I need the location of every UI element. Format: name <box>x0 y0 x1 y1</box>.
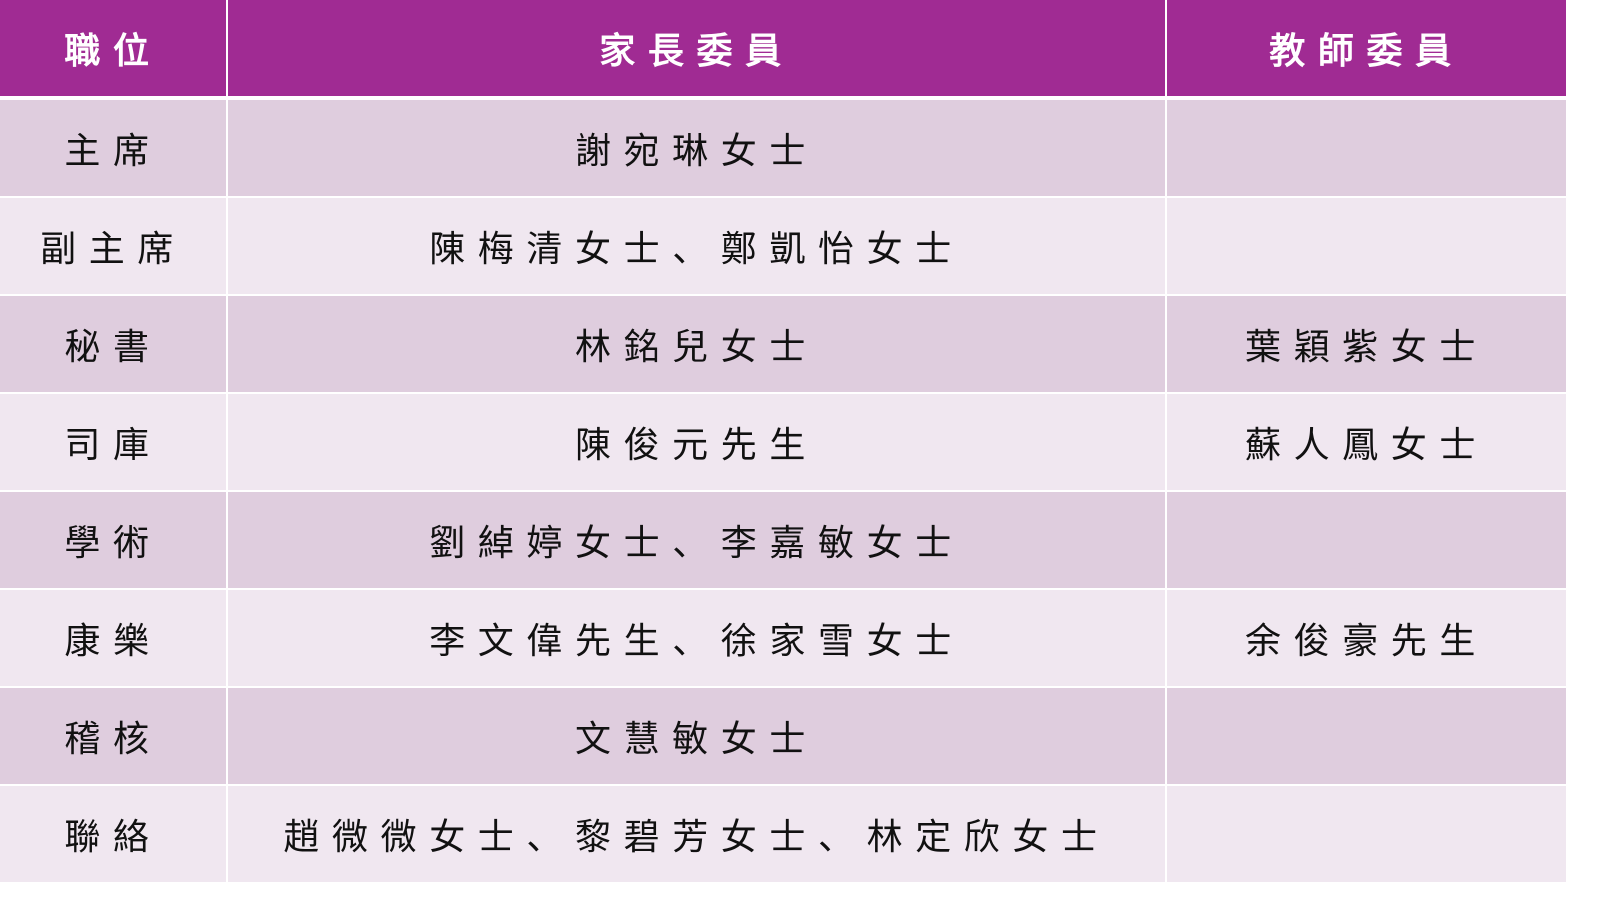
cell-teachers <box>1167 492 1566 588</box>
table-row: 學術 劉綽婷女士、李嘉敏女士 <box>0 492 1566 588</box>
header-teachers: 教師委員 <box>1167 0 1566 98</box>
cell-teachers <box>1167 688 1566 784</box>
cell-parents: 陳梅清女士、鄭凱怡女士 <box>228 198 1165 294</box>
cell-position: 聯絡 <box>0 786 226 882</box>
cell-teachers <box>1167 100 1566 196</box>
table-row: 聯絡 趙微微女士、黎碧芳女士、林定欣女士 <box>0 786 1566 882</box>
table-row: 稽核 文慧敏女士 <box>0 688 1566 784</box>
cell-position: 稽核 <box>0 688 226 784</box>
cell-teachers: 葉穎紫女士 <box>1167 296 1566 392</box>
cell-parents: 李文偉先生、徐家雪女士 <box>228 590 1165 686</box>
cell-parents: 謝宛琳女士 <box>228 100 1165 196</box>
header-position: 職位 <box>0 0 226 98</box>
cell-parents: 劉綽婷女士、李嘉敏女士 <box>228 492 1165 588</box>
table-row: 司庫 陳俊元先生 蘇人鳳女士 <box>0 394 1566 490</box>
table-row: 康樂 李文偉先生、徐家雪女士 余俊豪先生 <box>0 590 1566 686</box>
cell-position: 康樂 <box>0 590 226 686</box>
cell-parents: 陳俊元先生 <box>228 394 1165 490</box>
cell-position: 主席 <box>0 100 226 196</box>
committee-table: 職位 家長委員 教師委員 主席 謝宛琳女士 副主席 陳梅清女士、鄭凱怡女士 秘書… <box>0 0 1568 884</box>
cell-position: 司庫 <box>0 394 226 490</box>
cell-teachers: 余俊豪先生 <box>1167 590 1566 686</box>
cell-position: 學術 <box>0 492 226 588</box>
cell-teachers: 蘇人鳳女士 <box>1167 394 1566 490</box>
cell-parents: 林銘兒女士 <box>228 296 1165 392</box>
cell-parents: 趙微微女士、黎碧芳女士、林定欣女士 <box>228 786 1165 882</box>
table-row: 副主席 陳梅清女士、鄭凱怡女士 <box>0 198 1566 294</box>
header-row: 職位 家長委員 教師委員 <box>0 0 1566 98</box>
header-parents: 家長委員 <box>228 0 1165 98</box>
cell-position: 副主席 <box>0 198 226 294</box>
table-row: 主席 謝宛琳女士 <box>0 100 1566 196</box>
cell-teachers <box>1167 198 1566 294</box>
cell-parents: 文慧敏女士 <box>228 688 1165 784</box>
cell-teachers <box>1167 786 1566 882</box>
table-row: 秘書 林銘兒女士 葉穎紫女士 <box>0 296 1566 392</box>
cell-position: 秘書 <box>0 296 226 392</box>
